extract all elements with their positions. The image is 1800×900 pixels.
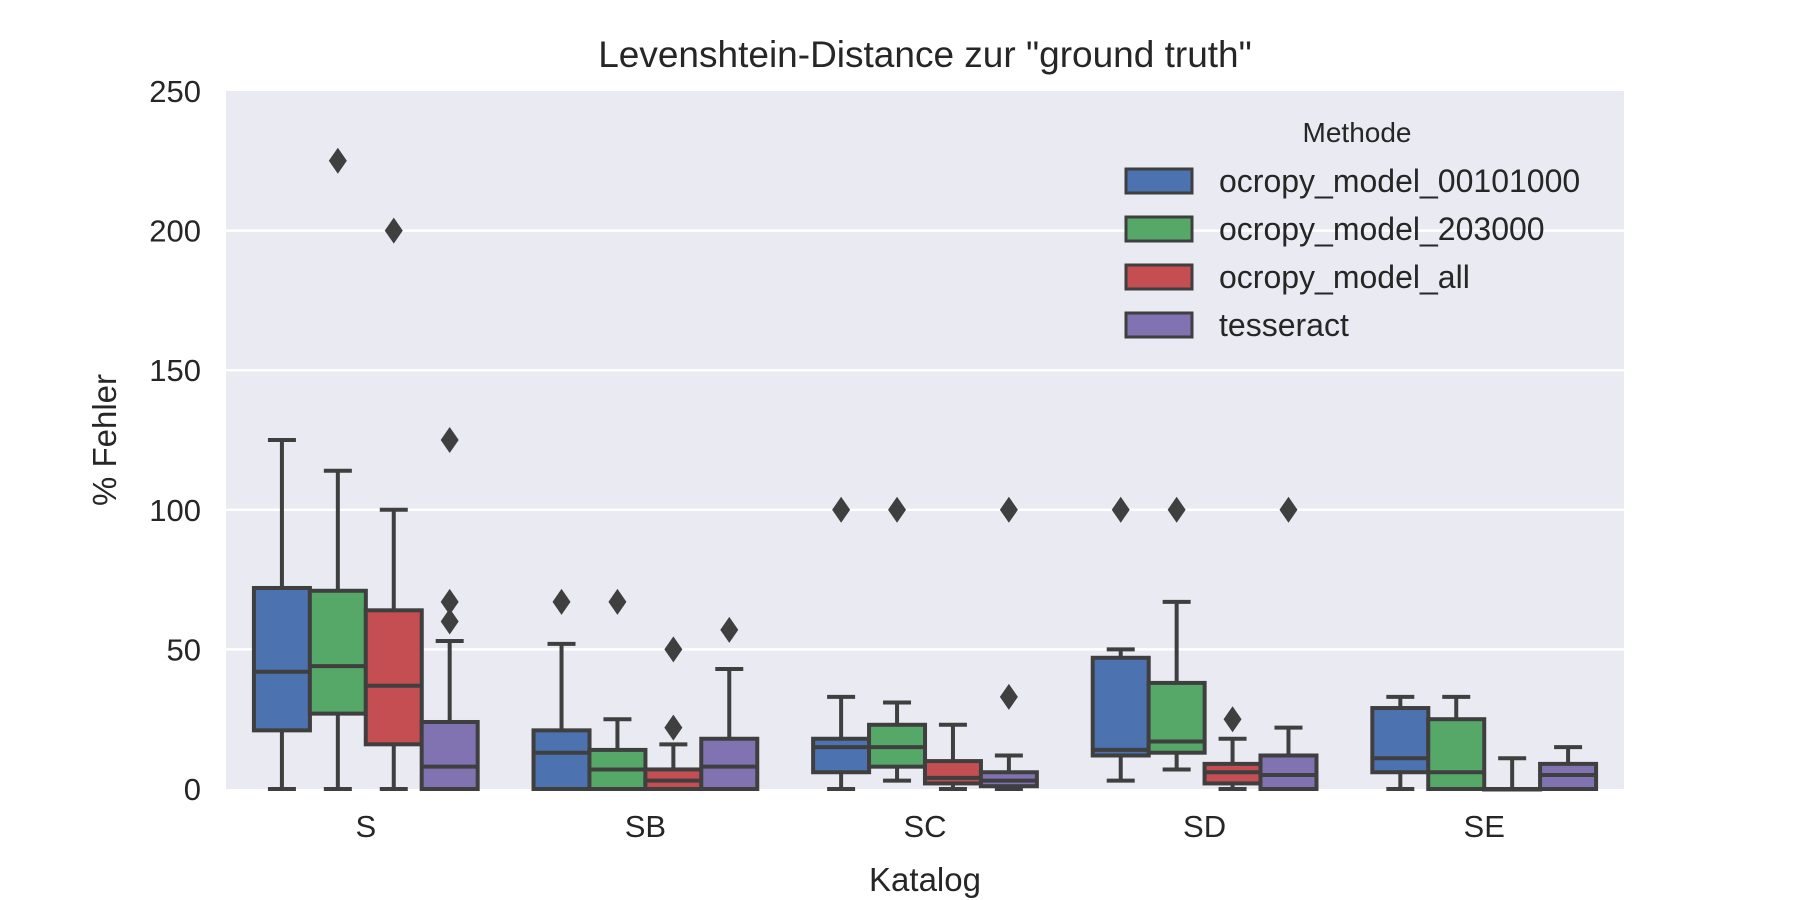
outlier-point [999,683,1018,710]
x-tick-label: SD [1183,809,1226,844]
x-axis-label: Katalog [869,861,981,898]
box-iqr [1258,753,1319,791]
box-iqr [699,736,760,792]
box-ocropy_model_203000-SC [867,496,928,783]
outlier-point [440,608,459,635]
y-tick-label: 250 [149,74,201,109]
box-ocropy_model_all-S [363,217,424,791]
y-ticks: 0 50 100 150 200 250 [149,74,201,807]
plot-background [226,91,1624,789]
y-tick-label: 150 [149,353,201,388]
box-tesseract-SE [1538,745,1599,792]
box-iqr [1426,717,1487,792]
box-iqr [251,585,312,733]
box-iqr [307,588,368,716]
box-iqr [531,728,592,791]
legend-swatch [1124,215,1194,243]
box-ocropy_model_203000-SD [1146,496,1207,772]
box-ocropy_model_203000-SE [1426,694,1487,792]
outlier-point [720,616,739,643]
box-ocropy_model_00101000-SC [811,496,872,791]
box-ocropy_model_00101000-SE [1370,694,1431,791]
box-iqr [811,736,872,775]
box-ocropy_model_all-SE [1482,756,1543,792]
outlier-point [1111,496,1130,523]
y-tick-label: 200 [149,214,201,249]
outlier-point [440,427,459,453]
box-ocropy_model_all-SD [1202,706,1263,791]
outlier-point [1279,496,1298,523]
outlier-point [1223,706,1242,733]
box-tesseract-S [419,427,480,792]
outlier-point [1167,496,1186,523]
x-tick-label: SE [1464,809,1505,844]
box-iqr [363,608,424,747]
box-ocropy_model_all-SB [643,636,704,791]
y-tick-label: 100 [149,493,201,528]
box-tesseract-SD [1258,496,1319,791]
x-ticks: S SB SC SD SE [355,809,1504,844]
y-tick-label: 0 [184,772,201,807]
grid [226,229,1624,651]
x-tick-label: S [355,809,376,844]
legend-swatch [1124,263,1194,291]
legend-label: ocropy_model_all [1219,259,1470,295]
box-ocropy_model_all-SC [922,722,983,791]
outlier-point [664,636,683,663]
legend-label: tesseract [1219,307,1349,343]
legend-title: Methode [1303,117,1412,148]
y-tick-label: 50 [167,632,201,667]
chart-title: Levenshtein-Distance zur "ground truth" [598,34,1252,75]
box-tesseract-SC [978,496,1039,791]
outlier-point [888,496,907,523]
legend-swatch [1124,167,1194,195]
box-ocropy_model_203000-S [307,147,368,791]
box-iqr [419,719,480,792]
legend-label: ocropy_model_203000 [1219,211,1545,247]
boxes [251,147,1599,792]
box-iqr [1090,655,1151,758]
box-ocropy_model_203000-SB [587,588,648,791]
legend: Methode ocropy_model_00101000 ocropy_mode… [1124,117,1580,343]
outlier-point [832,496,851,523]
outlier-point [384,217,403,244]
box-ocropy_model_00101000-S [251,438,312,791]
legend-label: ocropy_model_00101000 [1219,163,1580,199]
x-tick-label: SC [903,809,946,844]
outlier-point [999,496,1018,523]
x-tick-label: SB [625,809,666,844]
y-axis-label: % Fehler [86,374,123,506]
outlier-point [664,714,683,741]
box-iqr [922,759,983,786]
outlier-point [440,588,459,615]
legend-swatch [1124,311,1194,339]
box-tesseract-SB [699,616,760,792]
outlier-point [608,588,627,615]
outlier-point [328,147,347,174]
box-iqr [1370,706,1431,775]
outlier-point [552,588,571,615]
